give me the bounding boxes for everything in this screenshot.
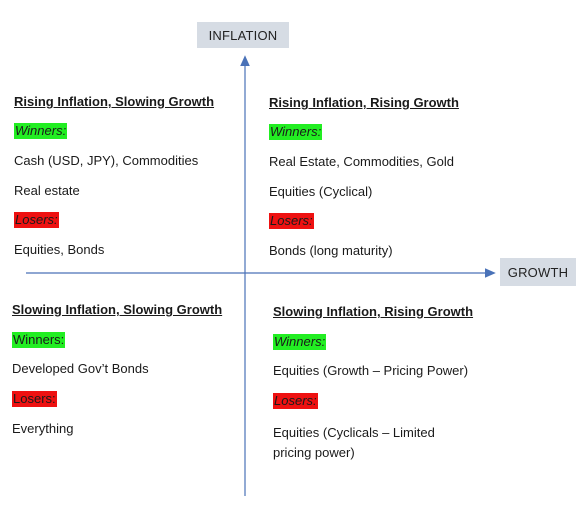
- quadrant-title: Slowing Inflation, Slowing Growth: [12, 302, 223, 317]
- quadrant-top-left: Rising Inflation, Slowing Growth Winners…: [14, 94, 239, 264]
- losers-label: Losers:: [12, 391, 57, 407]
- winners-label: Winners:: [14, 123, 68, 139]
- losers-label: Losers:: [273, 393, 318, 409]
- growth-axis-label: GROWTH: [500, 258, 576, 286]
- winners-label: Winners:: [12, 332, 66, 348]
- winners-label: Winners:: [273, 334, 327, 350]
- winners-label: Winners:: [269, 124, 323, 140]
- winner-item: Real estate: [14, 183, 80, 198]
- quadrant-top-right: Rising Inflation, Rising Growth Winners:…: [269, 95, 499, 265]
- quadrant-title: Slowing Inflation, Rising Growth: [273, 304, 474, 319]
- losers-label: Losers:: [269, 213, 314, 229]
- winner-item: Equities (Growth – Pricing Power): [273, 363, 469, 378]
- quadrant-bottom-left: Slowing Inflation, Slowing Growth Winner…: [12, 302, 240, 442]
- loser-item: Equities (Cyclicals – Limited pricing po…: [273, 425, 435, 460]
- quadrant-title: Rising Inflation, Rising Growth: [269, 95, 459, 110]
- loser-item: Everything: [12, 421, 74, 436]
- quadrant-title: Rising Inflation, Slowing Growth: [14, 94, 215, 109]
- winner-item: Real Estate, Commodities, Gold: [269, 154, 454, 169]
- loser-item: Equities, Bonds: [14, 242, 105, 257]
- winner-item: Cash (USD, JPY), Commodities: [14, 153, 199, 168]
- quadrant-bottom-right: Slowing Inflation, Rising Growth Winners…: [273, 304, 503, 464]
- winner-item: Developed Gov’t Bonds: [12, 361, 149, 376]
- loser-item: Bonds (long maturity): [269, 243, 393, 258]
- inflation-axis-label: INFLATION: [197, 22, 289, 48]
- winner-item: Equities (Cyclical): [269, 184, 373, 199]
- losers-label: Losers:: [14, 212, 59, 228]
